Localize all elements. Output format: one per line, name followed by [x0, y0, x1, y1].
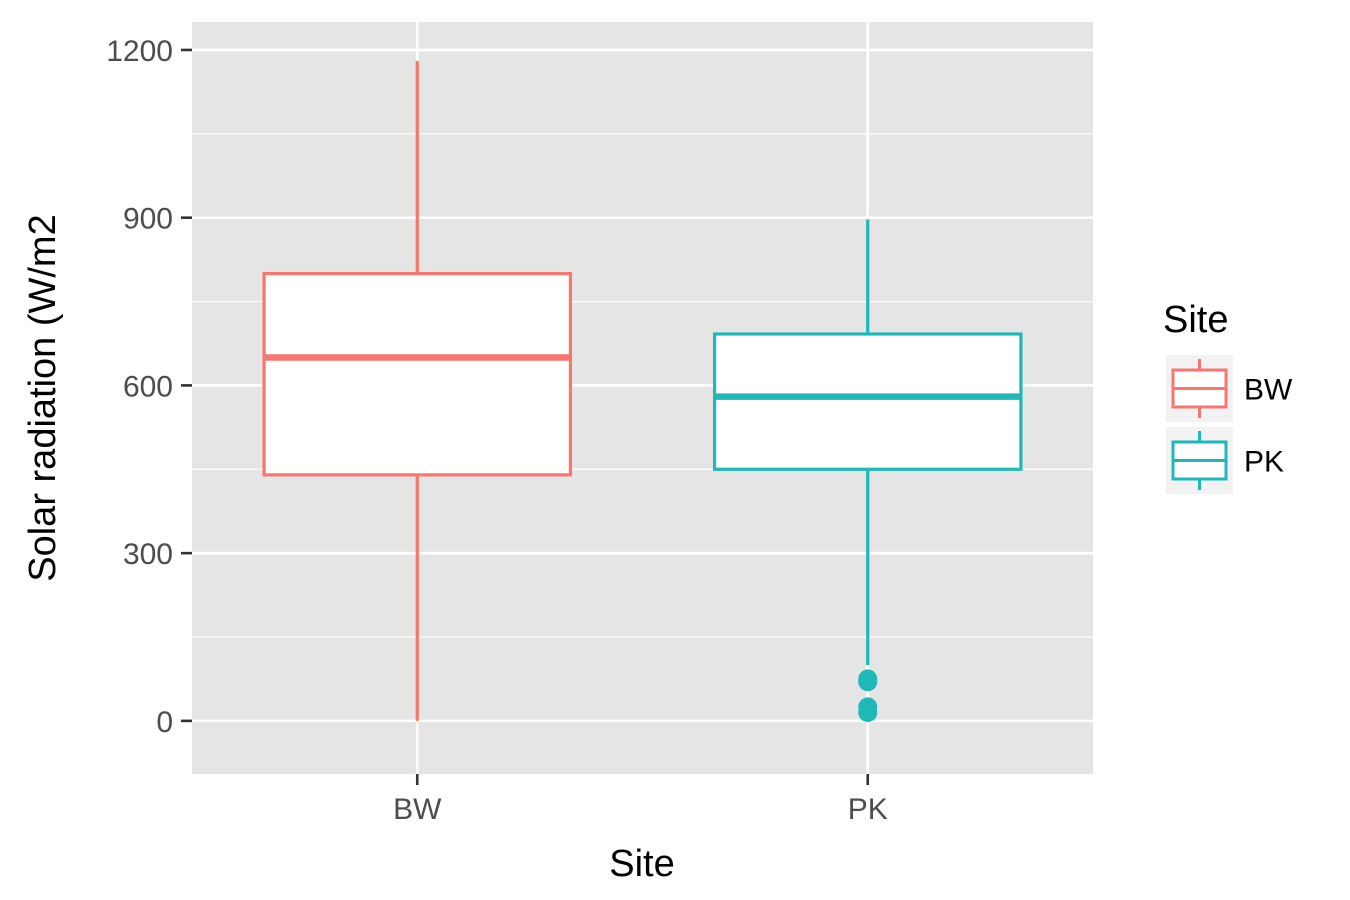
y-axis-title: Solar radiation (W/m2	[22, 214, 64, 581]
y-tick-label: 600	[123, 370, 173, 403]
y-tick-label: 1200	[106, 35, 173, 68]
y-tick-label: 300	[123, 538, 173, 571]
box-bw	[262, 61, 573, 721]
legend-title: Site	[1163, 299, 1228, 341]
legend-label: BW	[1244, 374, 1293, 407]
box-pk	[712, 219, 1023, 722]
x-axis: BW PK	[393, 774, 888, 826]
y-axis: 0 300 600 900 1200	[106, 35, 192, 739]
iqr-box	[712, 332, 1023, 471]
x-tick-label: BW	[393, 793, 442, 826]
box-series	[262, 61, 1023, 722]
legend-item-bw: BW	[1166, 355, 1293, 422]
iqr-box	[262, 271, 573, 477]
legend: Site BW PK	[1163, 299, 1293, 494]
y-tick-label: 0	[156, 706, 173, 739]
x-axis-title: Site	[609, 843, 674, 885]
y-tick-label: 900	[123, 203, 173, 236]
outlier-point	[858, 697, 878, 717]
legend-label: PK	[1244, 446, 1284, 479]
x-tick-label: PK	[848, 793, 888, 826]
legend-item-pk: PK	[1166, 427, 1284, 494]
outlier-point	[858, 669, 878, 689]
